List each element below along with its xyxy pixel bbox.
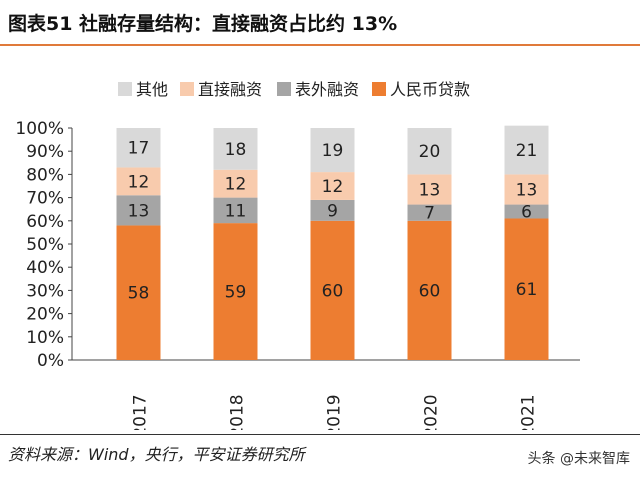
- bar-segment: [504, 204, 549, 219]
- data-label: 11: [225, 201, 247, 221]
- title-rule: [0, 44, 640, 46]
- legend-swatch: [372, 82, 386, 96]
- legend-label: 直接融资: [198, 80, 262, 99]
- source-rule: [0, 434, 640, 435]
- bar-segment: [116, 167, 161, 196]
- bar-segment: [310, 220, 355, 360]
- legend-swatch: [277, 82, 291, 96]
- legend-swatch: [180, 82, 194, 96]
- x-tick-label: 2019: [325, 394, 345, 430]
- source-note: 资料来源：Wind，央行，平安证券研究所: [8, 445, 305, 464]
- bar-segment: [310, 172, 355, 200]
- legend-label: 表外融资: [295, 80, 359, 99]
- y-tick-label: 30%: [26, 281, 64, 301]
- bar-segment: [213, 197, 258, 224]
- bar-segment: [504, 218, 549, 360]
- data-label: 13: [419, 180, 441, 200]
- bar-segment: [116, 128, 161, 168]
- bar-segment: [310, 128, 355, 173]
- stacked-bar-chart: 其他 直接融资 表外融资 人民币贷款 0% 10% 20% 30% 40% 50% 60% 70% 80…: [15, 80, 580, 430]
- x-tick-label: 2021: [519, 394, 539, 430]
- y-tick-label: 10%: [26, 328, 64, 348]
- y-tick-label: 60%: [26, 212, 64, 232]
- bar-segment: [213, 223, 258, 360]
- data-label: 13: [516, 180, 538, 200]
- bar-segment: [407, 128, 452, 175]
- data-label: 20: [419, 142, 441, 162]
- data-label: 13: [128, 201, 150, 221]
- watermark: 头条 @未来智库: [527, 451, 630, 467]
- legend-label: 其他: [136, 80, 168, 99]
- y-tick-label: 90%: [26, 142, 64, 162]
- bar-segment: [504, 174, 549, 205]
- y-tick-label: 0%: [37, 351, 64, 371]
- bar-segment: [504, 125, 549, 175]
- data-label: 58: [128, 284, 150, 304]
- y-tick-label: 50%: [26, 235, 64, 255]
- x-tick-label: 2017: [131, 394, 151, 430]
- bar-segment: [407, 220, 452, 360]
- bar-segment: [407, 174, 452, 205]
- y-tick-label: 80%: [26, 165, 64, 185]
- legend-swatch: [118, 82, 132, 96]
- bar-segment: [213, 128, 258, 170]
- y-tick-label: 100%: [15, 119, 64, 139]
- data-label: 21: [516, 141, 538, 161]
- title-bar: 图表51 社融存量结构：直接融资占比约 13%: [0, 0, 640, 44]
- bar-segment: [116, 225, 161, 360]
- bar-segment: [310, 199, 355, 221]
- data-label: 61: [516, 280, 538, 300]
- data-label: 9: [327, 201, 338, 221]
- y-tick-label: 40%: [26, 258, 64, 278]
- data-label: 60: [419, 281, 441, 301]
- bar-segment: [213, 169, 258, 198]
- legend-label: 人民币贷款: [390, 80, 470, 99]
- bar-segment: [116, 195, 161, 226]
- data-label: 19: [322, 141, 344, 161]
- data-label: 7: [424, 204, 435, 224]
- bar-segment: [407, 204, 452, 221]
- data-label: 60: [322, 281, 344, 301]
- data-label: 12: [128, 172, 150, 192]
- chart-title: 图表51 社融存量结构：直接融资占比约 13%: [8, 13, 398, 35]
- data-label: 6: [521, 203, 532, 223]
- y-tick-label: 20%: [26, 305, 64, 325]
- x-tick-label: 2018: [228, 394, 248, 430]
- data-label: 12: [225, 175, 247, 195]
- data-label: 59: [225, 283, 247, 303]
- data-label: 18: [225, 140, 247, 160]
- data-label: 12: [322, 177, 344, 197]
- x-tick-label: 2020: [422, 394, 442, 430]
- y-tick-label: 70%: [26, 189, 64, 209]
- data-label: 17: [128, 139, 150, 159]
